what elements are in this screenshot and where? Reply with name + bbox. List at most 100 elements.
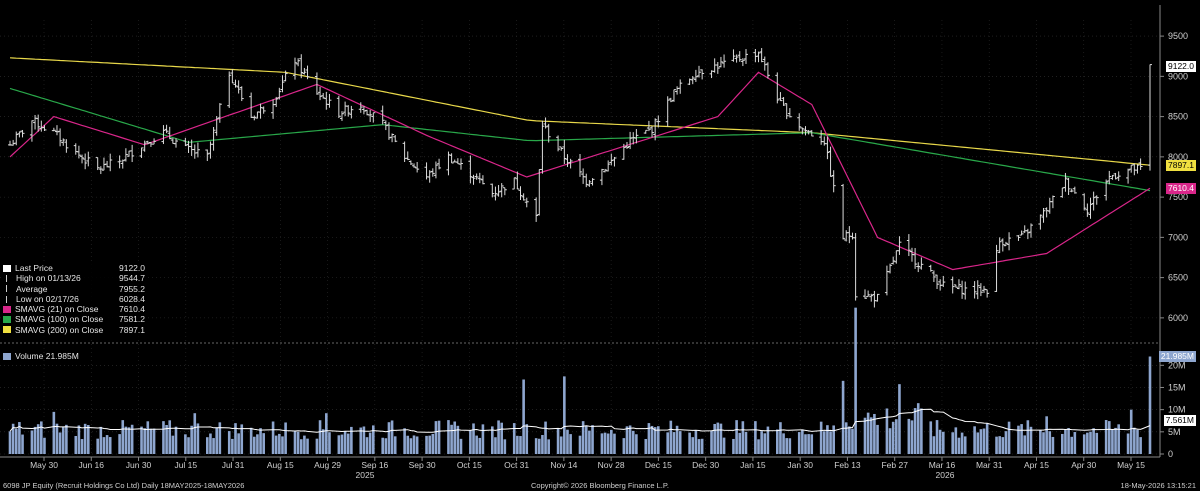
volume-bar	[1089, 431, 1092, 454]
price-bar	[653, 118, 658, 141]
volume-bar	[819, 421, 823, 454]
x-tick-label: Jul 31	[222, 460, 245, 470]
volume-bar	[591, 425, 594, 454]
volume-bar	[851, 428, 854, 454]
price-bar	[1063, 172, 1068, 192]
volume-bar	[328, 432, 331, 454]
price-bar	[123, 148, 128, 162]
volume-bar	[212, 438, 215, 454]
x-tick-label: May 15	[1117, 460, 1145, 470]
x-tick-label: Jan 30	[787, 460, 813, 470]
volume-bar	[650, 425, 654, 454]
volume-bar	[306, 438, 309, 454]
price-bar	[559, 146, 564, 151]
volume-bar	[569, 434, 572, 454]
price-tick-label: 7000	[1168, 232, 1188, 242]
price-bar	[108, 153, 113, 172]
volume-bar	[102, 437, 106, 454]
price-bar	[891, 256, 896, 265]
volume-bar	[954, 427, 958, 454]
price-bar	[863, 289, 867, 299]
price-bar	[139, 147, 144, 158]
price-bar	[587, 180, 592, 187]
volume-bar	[274, 435, 278, 454]
price-bar	[86, 151, 91, 167]
volume-bar	[491, 426, 494, 454]
volume-bar	[65, 424, 68, 454]
price-bar	[906, 234, 911, 257]
volume-bar	[1051, 436, 1055, 454]
price-bar	[715, 61, 720, 74]
volume-bar	[606, 433, 610, 454]
volume-bar	[1139, 437, 1142, 454]
legend-value: 7897.1	[119, 324, 145, 335]
volume-bar	[196, 423, 200, 454]
price-bar	[822, 136, 827, 146]
price-bar	[775, 72, 780, 104]
price-bar	[540, 120, 545, 174]
volume-bar	[973, 426, 976, 454]
volume-tick-label: 10M	[1168, 405, 1186, 415]
price-bar	[568, 158, 573, 169]
volume-bar	[1029, 426, 1033, 454]
legend-row: Low on 02/17/26 6028.4	[3, 294, 145, 304]
x-tick-label: Mar 16	[929, 460, 956, 470]
volume-bar	[666, 432, 669, 454]
volume-bar	[371, 425, 375, 454]
volume-bar	[61, 426, 65, 454]
price-bar	[866, 290, 871, 298]
volume-bar	[691, 437, 695, 454]
volume-bar	[74, 435, 78, 454]
price-bar	[458, 158, 463, 170]
volume-bar	[296, 431, 300, 454]
price-bar	[612, 156, 617, 167]
price-bar	[1110, 174, 1115, 180]
volume-bar	[1020, 424, 1023, 454]
volume-bar	[547, 439, 550, 454]
price-bar	[1148, 64, 1152, 171]
legend-label: Low on 02/17/26	[16, 293, 79, 304]
price-bar	[831, 170, 836, 193]
price-bar	[875, 293, 880, 302]
price-bar	[1104, 179, 1109, 201]
price-bar	[415, 161, 420, 173]
price-bar	[327, 93, 332, 108]
volume-bar	[1070, 436, 1074, 454]
price-bar	[211, 126, 216, 151]
legend-value: 9544.7	[119, 273, 145, 284]
price-bar	[825, 136, 830, 160]
volume-bar	[249, 427, 253, 454]
volume-bar	[340, 434, 344, 454]
volume-bars	[8, 307, 1152, 454]
volume-bar	[1111, 429, 1114, 454]
volume-bar	[735, 420, 738, 454]
volume-bar	[303, 435, 306, 454]
price-bar	[205, 149, 210, 161]
volume-bar	[888, 428, 892, 454]
price-bar	[515, 171, 520, 190]
volume-bar	[844, 422, 848, 454]
price-bar	[80, 154, 85, 164]
volume-bar	[43, 437, 46, 454]
price-bar	[624, 141, 629, 149]
volume-bar	[957, 437, 961, 454]
price-bar	[173, 138, 178, 148]
volume-bar	[1067, 428, 1070, 454]
volume-bar	[52, 411, 56, 454]
price-bar	[271, 99, 276, 119]
price-bar	[534, 197, 539, 222]
volume-bar	[797, 432, 801, 454]
price-bar	[963, 281, 968, 300]
price-bar	[819, 130, 824, 145]
price-bar	[64, 139, 69, 153]
volume-bar	[744, 431, 748, 454]
price-bar	[756, 51, 761, 63]
volume-bar	[450, 424, 453, 454]
volume-bar	[293, 430, 297, 454]
price-bar	[581, 168, 586, 184]
price-bar	[1025, 228, 1030, 240]
price-bar	[743, 49, 748, 64]
price-bar	[361, 105, 366, 115]
price-bar	[803, 126, 808, 136]
price-bar	[380, 105, 385, 125]
